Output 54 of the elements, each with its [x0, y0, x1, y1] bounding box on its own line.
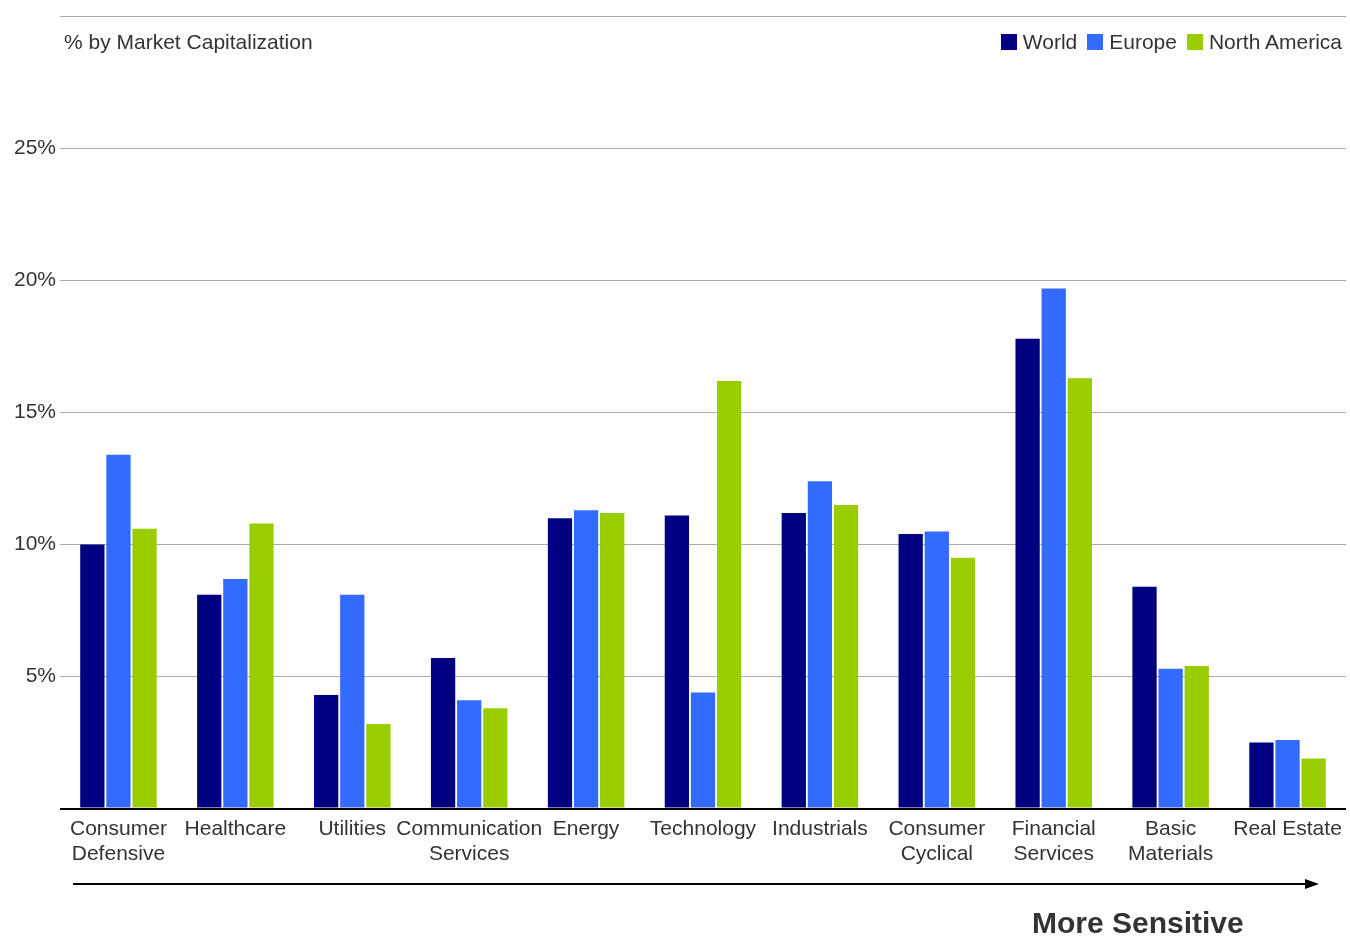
- bar: [457, 700, 482, 808]
- x-tick-label: Basic Materials: [1128, 816, 1214, 865]
- bar: [716, 380, 742, 808]
- bar: [664, 515, 690, 808]
- bar: [950, 557, 976, 808]
- x-tick-label: Real Estate: [1233, 816, 1342, 839]
- x-tick-label: Industrials: [772, 816, 868, 839]
- x-tick-label: Energy: [552, 816, 620, 839]
- bar: [223, 578, 248, 808]
- bar: [807, 481, 833, 808]
- y-axis-title: % by Market Capitalization: [64, 30, 313, 54]
- legend-label: Europe: [1109, 30, 1177, 53]
- y-tick-label: 20%: [13, 267, 56, 291]
- bar: [483, 708, 508, 808]
- text: More Sensitive: [1032, 906, 1244, 940]
- y-tick-label: 5%: [25, 663, 56, 687]
- x-tick-label: Communication Services: [396, 816, 543, 865]
- x-tick-label: Consumer Cyclical: [888, 816, 986, 865]
- x-tick-label: Consumer Defensive: [70, 816, 167, 865]
- bar: [197, 594, 222, 808]
- bar: [833, 505, 859, 808]
- bar: [249, 523, 274, 808]
- y-tick-label: 10%: [13, 531, 56, 555]
- bar: [430, 658, 456, 808]
- legend-label: North America: [1208, 30, 1342, 53]
- bar: [690, 692, 716, 808]
- bar: [600, 512, 625, 808]
- x-tick-label: Healthcare: [184, 816, 287, 839]
- bar: [106, 454, 131, 808]
- bar: [314, 695, 339, 808]
- bar: [1301, 758, 1326, 808]
- bar: [1067, 378, 1092, 808]
- bar: [1249, 742, 1274, 808]
- bar: [781, 512, 806, 808]
- bar: [1015, 338, 1040, 808]
- bar: [132, 528, 157, 808]
- bar: [573, 510, 599, 808]
- x-tick-label: Technology: [649, 816, 757, 839]
- legend-label: World: [1022, 30, 1078, 53]
- bar: [1041, 288, 1066, 808]
- bar: [80, 544, 105, 808]
- bar: [1158, 668, 1183, 808]
- y-tick-label: 25%: [13, 135, 56, 159]
- bar: [924, 531, 949, 808]
- x-tick-label: Utilities: [318, 816, 387, 839]
- bar: [898, 534, 923, 808]
- bar: [340, 594, 365, 808]
- bar: [547, 518, 573, 808]
- bar: [1132, 586, 1157, 808]
- bar: [1184, 666, 1209, 808]
- bar: [1275, 739, 1300, 808]
- x-tick-label: Financial Services: [1011, 816, 1096, 865]
- bar: [366, 724, 391, 808]
- y-tick-label: 15%: [13, 399, 56, 423]
